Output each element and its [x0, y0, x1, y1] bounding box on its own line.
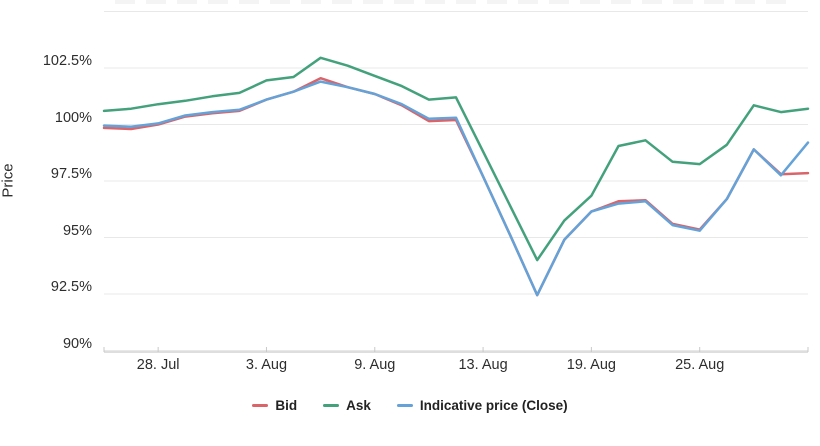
y-tick-label: 97.5%	[50, 166, 92, 182]
y-tick-label: 92.5%	[50, 279, 92, 295]
top-edge-artifact	[425, 0, 445, 4]
legend-label: Indicative price (Close)	[419, 398, 568, 413]
top-edge-artifact	[549, 0, 569, 4]
top-edge-artifact	[301, 0, 321, 4]
legend-swatch-icon	[396, 404, 413, 407]
top-edge-artifact	[270, 0, 290, 4]
legend-item-indicative[interactable]: Indicative price (Close)	[396, 398, 568, 413]
top-edge-artifact	[363, 0, 383, 4]
top-edge-artifact	[208, 0, 228, 4]
legend-swatch-icon	[323, 404, 340, 407]
legend-label: Bid	[275, 398, 298, 413]
top-edge-artifact	[580, 0, 600, 4]
chart-legend: Bid Ask Indicative price (Close)	[0, 398, 820, 413]
cropped-top-edge-artifacts	[0, 0, 820, 6]
top-edge-artifact	[766, 0, 786, 4]
top-edge-artifact	[239, 0, 259, 4]
top-edge-artifact	[146, 0, 166, 4]
legend-label: Ask	[346, 398, 371, 413]
top-edge-artifact	[642, 0, 662, 4]
top-edge-artifact	[673, 0, 693, 4]
top-edge-artifact	[518, 0, 538, 4]
top-edge-artifact	[611, 0, 631, 4]
x-tick-label: 28. Jul	[136, 357, 180, 373]
legend-swatch-icon	[252, 404, 269, 407]
top-edge-artifact	[735, 0, 755, 4]
top-edge-artifact	[704, 0, 724, 4]
y-tick-label: 100%	[54, 109, 92, 126]
indicative-line	[102, 80, 810, 297]
top-edge-artifact	[487, 0, 507, 4]
legend-item-ask[interactable]: Ask	[323, 398, 371, 413]
y-tick-label: 95%	[62, 222, 92, 239]
x-tick-label: 9. Aug	[354, 357, 396, 373]
x-tick-label: 3. Aug	[245, 357, 288, 373]
top-edge-artifact	[332, 0, 352, 4]
legend-item-bid[interactable]: Bid	[252, 398, 297, 413]
y-tick-label: 102.5%	[42, 53, 92, 69]
x-tick-label: 13. Aug	[458, 357, 508, 373]
x-tick-label: 25. Aug	[675, 357, 725, 373]
top-edge-artifact	[456, 0, 476, 4]
y-tick-label: 90%	[62, 335, 92, 352]
top-edge-artifact	[394, 0, 414, 4]
ask-line	[102, 56, 810, 262]
top-edge-artifact	[177, 0, 197, 4]
top-edge-artifact	[115, 0, 135, 4]
bid-line	[102, 76, 810, 297]
x-tick-label: 19. Aug	[566, 357, 616, 373]
